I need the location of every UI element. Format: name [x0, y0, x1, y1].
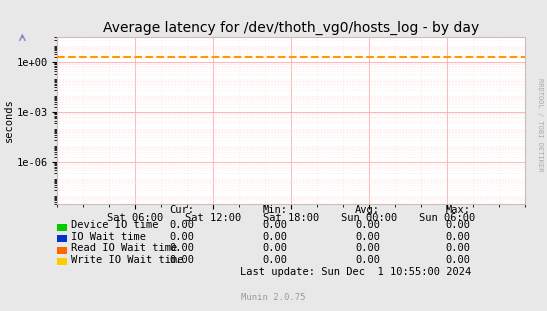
Text: Read IO Wait time: Read IO Wait time: [71, 243, 177, 253]
Text: 0.00: 0.00: [355, 232, 380, 242]
Text: Cur:: Cur:: [169, 205, 194, 215]
Text: 0.00: 0.00: [262, 255, 287, 265]
Text: 0.00: 0.00: [262, 220, 287, 230]
Text: Last update: Sun Dec  1 10:55:00 2024: Last update: Sun Dec 1 10:55:00 2024: [240, 267, 472, 276]
Text: 0.00: 0.00: [445, 255, 470, 265]
Text: 0.00: 0.00: [262, 243, 287, 253]
Text: Munin 2.0.75: Munin 2.0.75: [241, 293, 306, 302]
Text: IO Wait time: IO Wait time: [71, 232, 146, 242]
Text: 0.00: 0.00: [355, 220, 380, 230]
Text: 0.00: 0.00: [445, 243, 470, 253]
Text: 0.00: 0.00: [355, 255, 380, 265]
Text: 0.00: 0.00: [355, 243, 380, 253]
Text: 0.00: 0.00: [169, 243, 194, 253]
Text: Device IO time: Device IO time: [71, 220, 159, 230]
Text: RRDTOOL / TOBI OETIKER: RRDTOOL / TOBI OETIKER: [537, 78, 543, 171]
Text: 0.00: 0.00: [169, 232, 194, 242]
Y-axis label: seconds: seconds: [4, 99, 14, 142]
Text: 0.00: 0.00: [169, 220, 194, 230]
Text: 0.00: 0.00: [445, 232, 470, 242]
Text: Max:: Max:: [445, 205, 470, 215]
Text: 0.00: 0.00: [445, 220, 470, 230]
Text: 0.00: 0.00: [169, 255, 194, 265]
Text: Min:: Min:: [262, 205, 287, 215]
Text: Avg:: Avg:: [355, 205, 380, 215]
Text: 0.00: 0.00: [262, 232, 287, 242]
Text: Write IO Wait time: Write IO Wait time: [71, 255, 184, 265]
Title: Average latency for /dev/thoth_vg0/hosts_log - by day: Average latency for /dev/thoth_vg0/hosts…: [103, 21, 479, 35]
